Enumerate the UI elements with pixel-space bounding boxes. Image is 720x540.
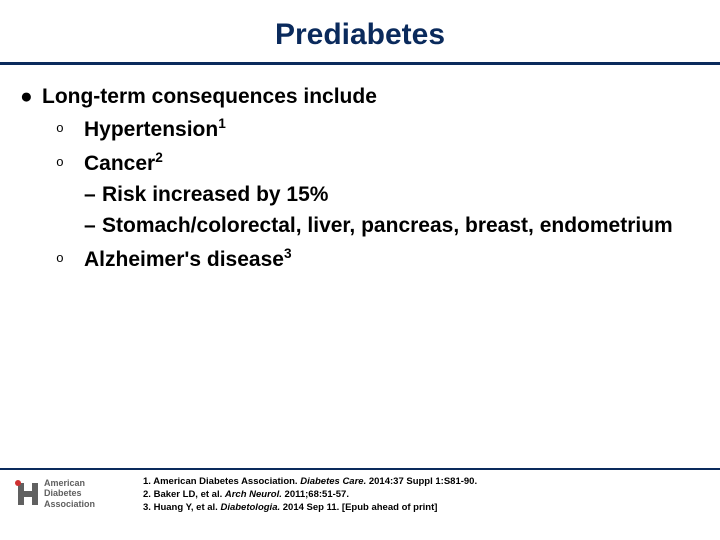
main-bullet-text: Long-term consequences include <box>42 83 377 111</box>
ada-logo-text: American Diabetes Association <box>44 478 95 509</box>
item-sup: 3 <box>284 246 292 261</box>
ref-post: 2011;68:51-57. <box>282 489 349 500</box>
sub-bullet-icon: o <box>56 149 84 178</box>
dash-icon: – <box>84 181 102 209</box>
footer: American Diabetes Association 1. America… <box>0 468 720 540</box>
ref-pre: Baker LD, et al. <box>154 489 225 500</box>
ref-ital: Diabetologia. <box>220 502 280 513</box>
sub-bullet-icon: o <box>56 245 84 274</box>
ref-post: 2014:37 Suppl 1:S81-90. <box>366 476 477 487</box>
footer-border <box>0 468 720 470</box>
reference-row: 3. Huang Y, et al. Diabetologia. 2014 Se… <box>143 502 477 515</box>
bullet-dot-icon: ● <box>20 83 42 111</box>
list-item: o Hypertension1 <box>56 115 700 144</box>
main-bullet: ● Long-term consequences include <box>20 83 700 111</box>
item-sup: 2 <box>155 150 163 165</box>
subsub-list: – Risk increased by 15% – Stomach/colore… <box>20 181 700 241</box>
ref-ital: Diabetes Care. <box>300 476 366 487</box>
list-item: o Alzheimer's disease3 <box>56 245 700 274</box>
sub-list: o Hypertension1 o Cancer2 <box>20 115 700 178</box>
references: 1. American Diabetes Association. Diabet… <box>95 468 477 514</box>
item-sup: 1 <box>218 116 226 131</box>
reference-row: 2. Baker LD, et al. Arch Neurol. 2011;68… <box>143 489 477 502</box>
item-hypertension: Hypertension1 <box>84 115 226 144</box>
ref-post: 2014 Sep 11. [Epub ahead of print] <box>280 502 437 513</box>
ref-num: 1. <box>143 476 151 487</box>
sub-list-cont: o Alzheimer's disease3 <box>20 245 700 274</box>
item-label: Alzheimer's disease <box>84 248 284 271</box>
reference-row: 1. American Diabetes Association. Diabet… <box>143 476 477 489</box>
content-area: ● Long-term consequences include o Hyper… <box>0 65 720 274</box>
ada-logo: American Diabetes Association <box>0 468 95 509</box>
list-item: o Cancer2 <box>56 149 700 178</box>
list-item: – Stomach/colorectal, liver, pancreas, b… <box>84 212 700 240</box>
ref-pre: American Diabetes Association. <box>153 476 300 487</box>
ref-pre: Huang Y, et al. <box>154 502 221 513</box>
sub-bullet-icon: o <box>56 115 84 144</box>
logo-line: Diabetes <box>44 488 95 498</box>
item-label: Cancer <box>84 152 155 175</box>
cancer-risk-text: Risk increased by 15% <box>102 181 328 209</box>
item-alzheimers: Alzheimer's disease3 <box>84 245 292 274</box>
logo-line: American <box>44 478 95 488</box>
list-item: – Risk increased by 15% <box>84 181 700 209</box>
ref-num: 3. <box>143 502 151 513</box>
ref-num: 2. <box>143 489 151 500</box>
ref-ital: Arch Neurol. <box>225 489 282 500</box>
item-label: Hypertension <box>84 118 218 141</box>
item-cancer: Cancer2 <box>84 149 163 178</box>
dash-icon: – <box>84 212 102 240</box>
ada-logo-icon <box>14 479 40 509</box>
cancer-sites-text: Stomach/colorectal, liver, pancreas, bre… <box>102 212 673 240</box>
logo-line: Association <box>44 499 95 509</box>
slide-title: Prediabetes <box>0 0 720 62</box>
